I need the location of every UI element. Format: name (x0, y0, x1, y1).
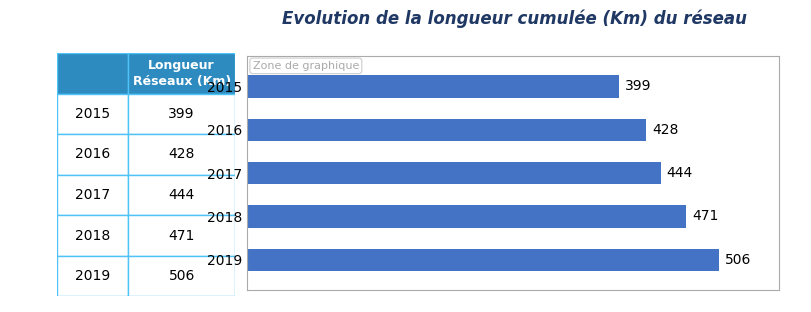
Bar (128, 256, 235, 296)
Bar (247, 75, 620, 98)
Bar (57, 53, 128, 94)
Bar (128, 94, 235, 134)
Bar (247, 119, 646, 141)
Text: 2017: 2017 (75, 188, 110, 202)
Text: 399: 399 (624, 80, 651, 94)
Text: 471: 471 (169, 229, 195, 242)
Text: 428: 428 (169, 148, 195, 161)
Text: 2016: 2016 (75, 148, 110, 161)
Text: 2018: 2018 (75, 229, 110, 242)
Bar (57, 134, 128, 175)
Text: 2015: 2015 (75, 107, 110, 121)
Bar (57, 215, 128, 256)
Text: Longueur
Réseaux (Km): Longueur Réseaux (Km) (132, 59, 231, 88)
Bar (128, 134, 235, 175)
Bar (57, 175, 128, 215)
Text: Zone de graphique: Zone de graphique (253, 61, 359, 71)
Text: 444: 444 (667, 166, 693, 180)
Bar (247, 205, 686, 228)
Text: 471: 471 (692, 209, 719, 223)
Text: 444: 444 (169, 188, 195, 202)
Text: 506: 506 (724, 253, 751, 267)
Bar (128, 215, 235, 256)
Text: 506: 506 (169, 269, 195, 283)
Bar (247, 162, 661, 184)
Text: 428: 428 (652, 123, 678, 137)
Text: Evolution de la longueur cumulée (Km) du réseau: Evolution de la longueur cumulée (Km) du… (282, 9, 748, 28)
Bar (57, 256, 128, 296)
Bar (128, 53, 235, 94)
Bar (128, 175, 235, 215)
Text: 2019: 2019 (75, 269, 110, 283)
Bar (57, 94, 128, 134)
Bar (247, 249, 719, 271)
Text: 399: 399 (169, 107, 195, 121)
